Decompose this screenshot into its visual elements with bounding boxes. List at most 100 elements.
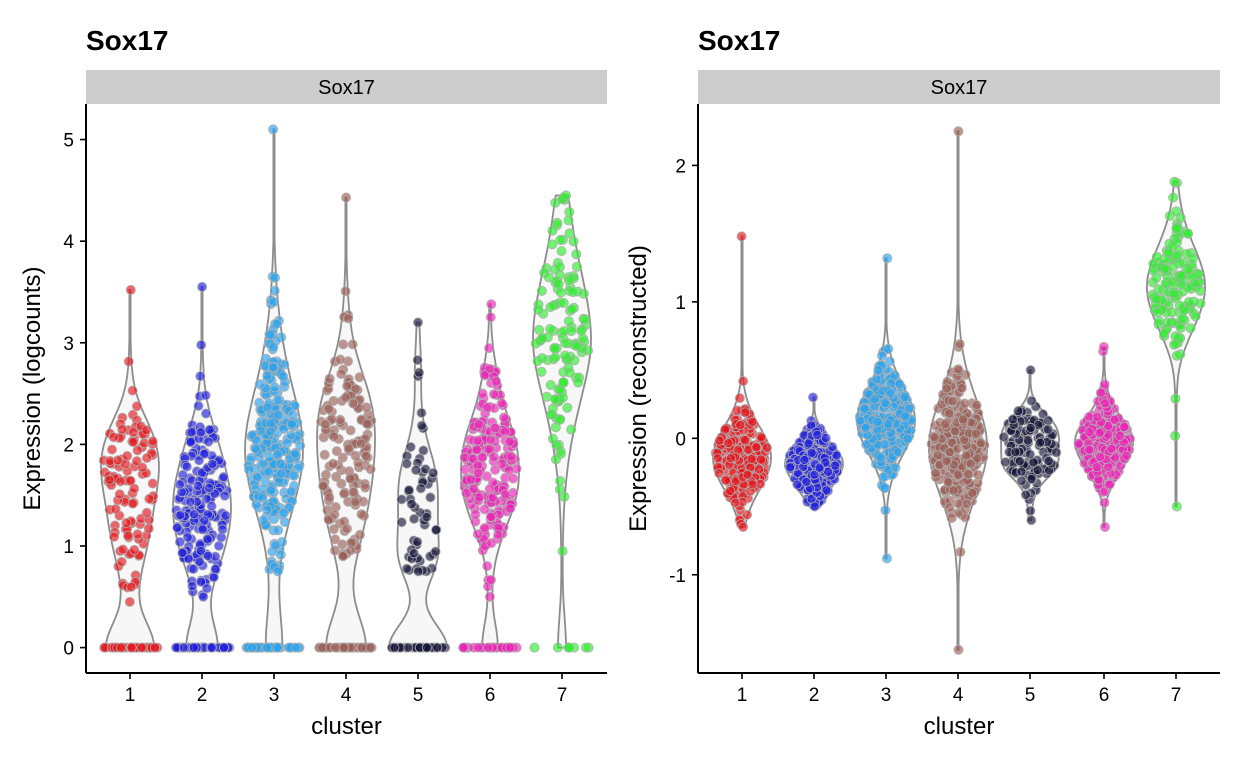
point-cluster-4 (337, 551, 348, 562)
point-cluster-3 (290, 642, 301, 653)
point-cluster-7 (559, 325, 570, 336)
point-cluster-6 (486, 538, 497, 549)
point-cluster-6 (491, 376, 502, 387)
x-tick-label: 3 (881, 685, 892, 706)
point-cluster-2 (175, 510, 186, 521)
point-cluster-7 (1170, 393, 1181, 404)
point-cluster-6 (470, 509, 481, 520)
points-cluster-4 (926, 126, 990, 655)
point-cluster-7 (1171, 206, 1182, 217)
point-cluster-2 (194, 455, 205, 466)
point-cluster-3 (259, 360, 270, 371)
facet-strip-label: Sox17 (931, 77, 988, 99)
point-cluster-1 (117, 424, 128, 435)
point-cluster-4 (360, 482, 371, 493)
point-cluster-2 (189, 509, 200, 520)
point-cluster-3 (875, 452, 886, 463)
point-cluster-4 (953, 364, 964, 375)
point-cluster-5 (1016, 475, 1027, 486)
point-cluster-2 (204, 482, 215, 493)
point-cluster-2 (188, 642, 199, 653)
point-cluster-7 (564, 642, 575, 653)
points-cluster-3 (241, 124, 306, 653)
point-cluster-5 (1020, 489, 1031, 500)
point-cluster-3 (258, 515, 269, 526)
point-cluster-2 (185, 436, 196, 447)
point-cluster-6 (483, 444, 494, 455)
point-cluster-4 (350, 450, 361, 461)
point-cluster-6 (472, 529, 483, 540)
x-tick-label: 1 (737, 685, 748, 706)
point-cluster-6 (1100, 522, 1111, 533)
x-tick-label: 7 (557, 685, 568, 706)
point-cluster-3 (271, 318, 282, 329)
point-cluster-2 (803, 438, 814, 449)
point-cluster-2 (186, 427, 197, 438)
point-cluster-1 (736, 231, 747, 242)
point-cluster-7 (550, 394, 561, 405)
x-tick-label: 5 (1025, 685, 1036, 706)
point-cluster-7 (530, 338, 541, 349)
point-cluster-1 (123, 530, 134, 541)
point-cluster-6 (485, 434, 496, 445)
panel-1: Sox17 Sox17 0 1 2 3 4 5 1 2 3 4 5 6 7 cluster Expression… (19, 25, 607, 740)
point-cluster-5 (1043, 424, 1054, 435)
point-cluster-5 (1025, 449, 1036, 460)
point-cluster-4 (329, 545, 340, 556)
point-cluster-2 (195, 427, 206, 438)
point-cluster-4 (959, 398, 970, 409)
point-cluster-6 (461, 488, 472, 499)
point-cluster-6 (508, 473, 519, 484)
point-cluster-7 (532, 356, 543, 367)
point-cluster-4 (328, 524, 339, 535)
point-cluster-1 (720, 475, 731, 486)
point-cluster-6 (490, 423, 501, 434)
point-cluster-6 (482, 561, 493, 572)
point-cluster-4 (328, 431, 339, 442)
point-cluster-6 (504, 436, 515, 447)
point-cluster-6 (458, 642, 469, 653)
point-cluster-7 (571, 341, 582, 352)
point-cluster-7 (537, 332, 548, 343)
point-cluster-5 (1007, 414, 1018, 425)
point-cluster-6 (1109, 414, 1120, 425)
point-cluster-7 (555, 475, 566, 486)
point-cluster-6 (479, 370, 490, 381)
point-cluster-5 (412, 355, 423, 366)
point-cluster-5 (406, 499, 417, 510)
point-cluster-6 (1095, 387, 1106, 398)
point-cluster-3 (893, 447, 904, 458)
point-cluster-2 (785, 462, 796, 473)
point-cluster-7 (1183, 228, 1194, 239)
point-cluster-7 (550, 352, 561, 363)
point-cluster-7 (551, 454, 562, 465)
point-cluster-2 (192, 480, 203, 491)
point-cluster-1 (132, 445, 143, 456)
point-cluster-2 (218, 471, 229, 482)
point-cluster-4 (331, 446, 342, 457)
point-cluster-2 (199, 515, 210, 526)
point-cluster-3 (878, 471, 889, 482)
point-cluster-7 (557, 546, 568, 557)
point-cluster-7 (563, 275, 574, 286)
point-cluster-6 (1099, 379, 1110, 390)
point-cluster-4 (336, 478, 347, 489)
point-cluster-5 (416, 407, 427, 418)
point-cluster-2 (210, 564, 221, 575)
point-cluster-6 (477, 388, 488, 399)
point-cluster-2 (197, 281, 208, 292)
point-cluster-2 (809, 501, 820, 512)
point-cluster-4 (324, 492, 335, 503)
point-cluster-3 (879, 483, 890, 494)
point-cluster-1 (762, 442, 773, 453)
point-cluster-2 (203, 436, 214, 447)
point-cluster-6 (498, 412, 509, 423)
point-cluster-5 (415, 483, 426, 494)
point-cluster-4 (327, 458, 338, 469)
facet-strip-label: Sox17 (318, 77, 375, 99)
point-cluster-2 (200, 408, 211, 419)
x-tick-label: 5 (413, 685, 424, 706)
chart-title: Sox17 (86, 25, 169, 56)
point-cluster-2 (202, 550, 213, 561)
point-cluster-3 (272, 642, 283, 653)
